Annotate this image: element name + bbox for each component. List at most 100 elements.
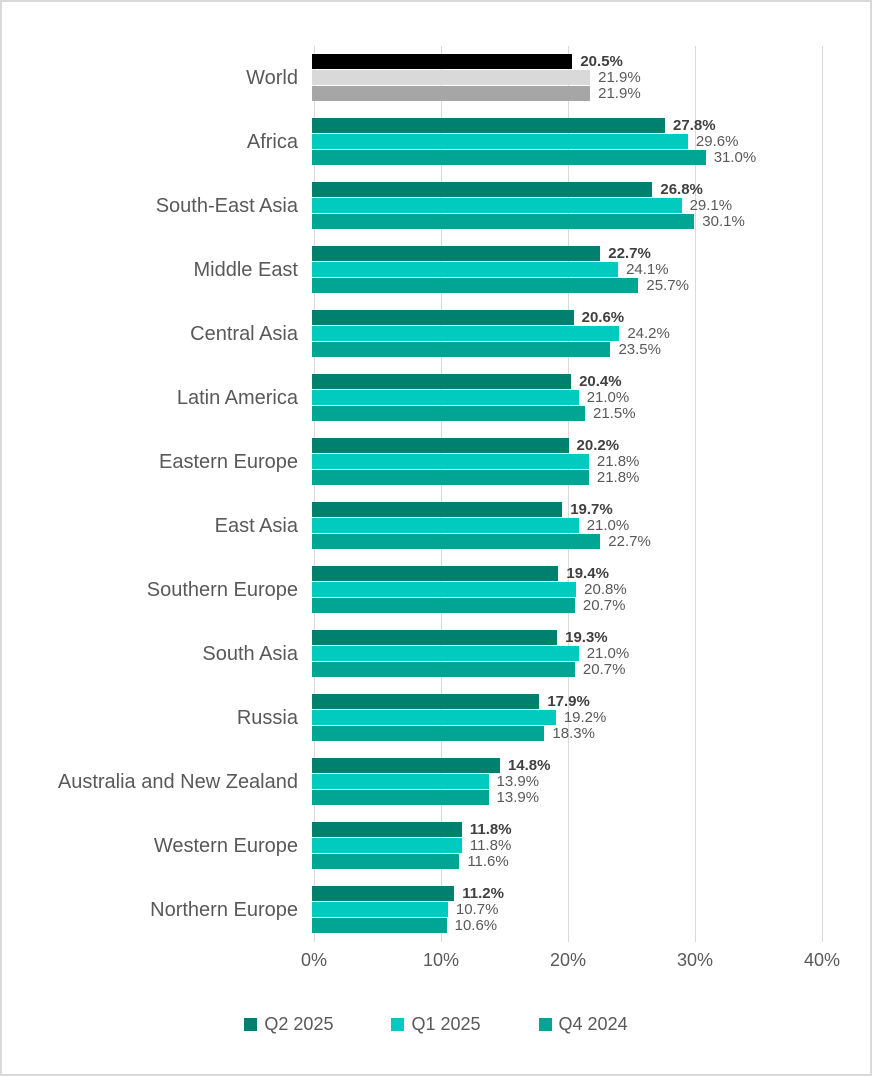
- value-label: 24.2%: [627, 325, 670, 342]
- bar-q4-2024: [312, 790, 489, 805]
- bar-q2-2025: [312, 438, 569, 453]
- category-label: Southern Europe: [146, 579, 298, 601]
- bar-line: 21.8%: [312, 469, 870, 486]
- value-label: 20.2%: [576, 437, 620, 454]
- bar-q1-2025: [312, 902, 448, 917]
- category-label: Eastern Europe: [159, 451, 298, 473]
- bar-q2-2025: [312, 630, 558, 645]
- bar-line: 21.0%: [312, 389, 870, 406]
- bar-group: Southern Europe 19.4% 20.8% 20.7%: [2, 558, 870, 622]
- legend-label: Q2 2025: [264, 1014, 334, 1034]
- bar-q4-2024: [312, 662, 575, 677]
- x-axis-tick-label: 0%: [300, 950, 328, 970]
- bar-line: 21.5%: [312, 405, 870, 422]
- legend-swatch-icon: [391, 1018, 405, 1031]
- bar-q1-2025: [312, 198, 682, 213]
- bar-line: 20.6%: [312, 309, 870, 326]
- bar-q2-2025: [312, 246, 601, 261]
- bars-stack: 11.2% 10.7% 10.6%: [312, 885, 870, 934]
- bars-stack: 19.4% 20.8% 20.7%: [312, 565, 870, 614]
- bar-q4-2024: [312, 342, 611, 357]
- gridline: [822, 46, 823, 942]
- bar-line: 20.4%: [312, 373, 870, 390]
- bars-stack: 20.2% 21.8% 21.8%: [312, 437, 870, 486]
- gridline: [441, 46, 442, 942]
- bar-q2-2025: [312, 566, 559, 581]
- bar-group: Australia and New Zealand 14.8% 13.9% 13.9%: [2, 750, 870, 814]
- bar-q4-2024: [312, 150, 706, 165]
- bar-line: 19.2%: [312, 709, 870, 726]
- gridline: [314, 46, 315, 942]
- value-label: 19.2%: [563, 709, 607, 726]
- bar-line: 18.3%: [312, 725, 870, 742]
- bar-q4-2024: [312, 726, 545, 741]
- bar-q1-2025: [312, 70, 591, 85]
- value-label: 20.5%: [580, 53, 623, 70]
- category-label: Middle East: [193, 259, 299, 281]
- category-label: Russia: [236, 707, 298, 729]
- bar-q1-2025: [312, 710, 556, 725]
- legend-swatch-icon: [244, 1018, 258, 1031]
- value-label: 20.8%: [584, 581, 627, 598]
- bar-group: Russia 17.9% 19.2% 18.3%: [2, 686, 870, 750]
- value-label: 31.0%: [713, 149, 757, 166]
- bar-group: Africa 27.8% 29.6% 31.0%: [2, 110, 870, 174]
- bar-line: 21.0%: [312, 517, 870, 534]
- bar-group: South-East Asia 26.8% 29.1% 30.1%: [2, 174, 870, 238]
- bars-stack: 19.7% 21.0% 22.7%: [312, 501, 870, 550]
- bars-stack: 26.8% 29.1% 30.1%: [312, 181, 870, 230]
- bar-q4-2024: [312, 278, 639, 293]
- bar-q1-2025: [312, 390, 579, 405]
- bar-line: 11.2%: [312, 885, 870, 902]
- bar-group: East Asia 19.7% 21.0% 22.7%: [2, 494, 870, 558]
- value-label: 30.1%: [702, 213, 745, 230]
- bar-line: 25.7%: [312, 277, 870, 294]
- bar-q4-2024: [312, 918, 447, 933]
- value-label: 20.6%: [581, 309, 625, 326]
- bar-group: World 20.5% 21.9% 21.9%: [2, 46, 870, 110]
- bar-q4-2024: [312, 470, 589, 485]
- bar-line: 17.9%: [312, 693, 870, 710]
- bar-line: 20.2%: [312, 437, 870, 454]
- bar-group: Middle East 22.7% 24.1% 25.7%: [2, 238, 870, 302]
- bar-group: South Asia 19.3% 21.0% 20.7%: [2, 622, 870, 686]
- bar-line: 11.8%: [312, 837, 870, 854]
- bar-q1-2025: [312, 262, 619, 277]
- x-axis-tick-label: 20%: [549, 950, 587, 970]
- value-label: 11.6%: [467, 853, 509, 870]
- value-label: 29.1%: [689, 197, 733, 214]
- bar-q1-2025: [312, 838, 462, 853]
- legend-label: Q1 2025: [411, 1014, 481, 1034]
- bar-line: 13.9%: [312, 773, 870, 790]
- bar-q1-2025: [312, 646, 579, 661]
- value-label: 22.7%: [608, 533, 651, 550]
- value-label: 13.9%: [496, 789, 540, 806]
- bar-line: 11.6%: [312, 853, 870, 870]
- value-label: 21.0%: [586, 517, 630, 534]
- bar-line: 20.5%: [312, 53, 870, 70]
- bar-line: 31.0%: [312, 149, 870, 166]
- x-axis-tick-label: 10%: [422, 950, 460, 970]
- bar-line: 10.7%: [312, 901, 870, 918]
- bar-line: 20.7%: [312, 597, 870, 614]
- bar-q2-2025: [312, 694, 540, 709]
- bar-line: 29.6%: [312, 133, 870, 150]
- bar-line: 21.9%: [312, 85, 870, 102]
- value-label: 24.1%: [626, 261, 669, 278]
- bars-stack: 27.8% 29.6% 31.0%: [312, 117, 870, 166]
- value-label: 14.8%: [507, 757, 551, 774]
- value-label: 19.4%: [566, 565, 609, 582]
- bar-line: 21.8%: [312, 453, 870, 470]
- bars-stack: 19.3% 21.0% 20.7%: [312, 629, 870, 678]
- bar-q1-2025: [312, 774, 489, 789]
- bar-q2-2025: [312, 310, 574, 325]
- bars-stack: 22.7% 24.1% 25.7%: [312, 245, 870, 294]
- bars-stack: 17.9% 19.2% 18.3%: [312, 693, 870, 742]
- value-label: 26.8%: [660, 181, 703, 198]
- bar-line: 19.3%: [312, 629, 870, 646]
- bar-q2-2025: [312, 118, 666, 133]
- value-label: 13.9%: [496, 773, 540, 790]
- bar-q2-2025: [312, 182, 653, 197]
- legend-swatch-icon: [538, 1018, 552, 1031]
- bar-line: 22.7%: [312, 533, 870, 550]
